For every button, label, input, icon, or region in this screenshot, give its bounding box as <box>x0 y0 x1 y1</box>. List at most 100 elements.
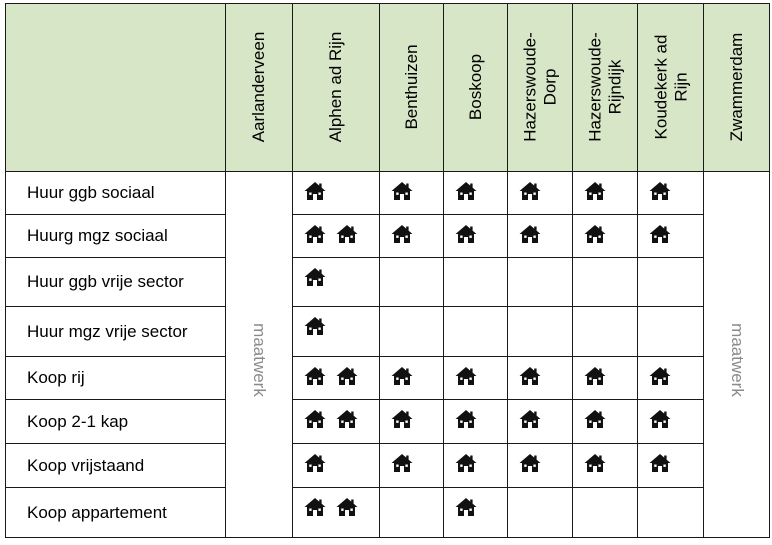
matrix-cell <box>638 488 704 538</box>
matrix-cell <box>293 357 380 400</box>
column-header: Hazerswoude- Rijndijk <box>573 3 638 172</box>
house-icon <box>303 179 335 208</box>
matrix-cell <box>293 172 380 215</box>
house-icon <box>518 451 550 480</box>
house-icon <box>390 364 422 393</box>
matrix-cell <box>380 357 444 400</box>
house-icon <box>583 407 615 436</box>
matrix-cell <box>638 215 704 258</box>
row-label: Koop vrijstaand <box>5 444 226 488</box>
matrix-cell <box>380 400 444 444</box>
house-icon <box>454 495 486 524</box>
matrix-cell <box>638 172 704 215</box>
house-icon <box>518 179 550 208</box>
matrix-cell <box>508 307 573 357</box>
row-label: Koop rij <box>5 357 226 400</box>
column-header-label: Boskoop <box>465 53 485 121</box>
matrix-cell <box>638 307 704 357</box>
column-header: Boskoop <box>444 3 508 172</box>
house-icon <box>303 314 335 343</box>
house-icon <box>518 222 550 251</box>
matrix-cell <box>638 258 704 307</box>
matrix-cell <box>380 215 444 258</box>
column-header-label: Benthuizen <box>401 44 421 130</box>
matrix-cell <box>508 444 573 488</box>
matrix-cell <box>293 258 380 307</box>
column-header-label: Koudekerk ad Rijn <box>650 34 690 140</box>
matrix-cell <box>573 258 638 307</box>
maatwerk-column: maatwerk <box>704 172 770 538</box>
column-header: Benthuizen <box>380 3 444 172</box>
house-icon <box>303 451 335 480</box>
matrix-cell <box>380 258 444 307</box>
house-icon <box>303 222 335 251</box>
house-icon <box>583 179 615 208</box>
matrix-cell <box>380 488 444 538</box>
matrix-cell <box>508 488 573 538</box>
matrix-cell <box>444 357 508 400</box>
matrix-cell <box>380 444 444 488</box>
matrix-cell <box>508 215 573 258</box>
maatwerk-label: maatwerk <box>727 323 747 397</box>
row-label: Koop 2-1 kap <box>5 400 226 444</box>
house-icon <box>583 222 615 251</box>
matrix-cell <box>293 400 380 444</box>
house-icon <box>335 407 367 436</box>
matrix-cell <box>573 444 638 488</box>
matrix-cell <box>573 172 638 215</box>
matrix-cell <box>444 400 508 444</box>
matrix-cell <box>638 357 704 400</box>
matrix-cell <box>444 444 508 488</box>
house-icon <box>648 407 680 436</box>
row-label: Koop appartement <box>5 488 226 538</box>
matrix-cell <box>293 215 380 258</box>
matrix-cell <box>508 400 573 444</box>
matrix-cell <box>508 172 573 215</box>
house-icon <box>518 407 550 436</box>
house-icon <box>390 179 422 208</box>
matrix-cell <box>444 258 508 307</box>
column-header-label: Aarlanderveen <box>249 31 269 143</box>
house-icon <box>454 407 486 436</box>
house-icon <box>303 495 335 524</box>
matrix-cell <box>573 488 638 538</box>
maatwerk-column: maatwerk <box>226 172 293 538</box>
row-label: Huur mgz vrije sector <box>5 307 226 357</box>
column-header-label: Hazerswoude- Dorp <box>520 32 559 142</box>
matrix-cell <box>444 172 508 215</box>
matrix-cell <box>444 215 508 258</box>
house-icon <box>648 222 680 251</box>
matrix-cell <box>573 215 638 258</box>
matrix-cell <box>444 307 508 357</box>
matrix-cell <box>293 444 380 488</box>
column-header: Hazerswoude- Dorp <box>508 3 573 172</box>
house-icon <box>454 451 486 480</box>
house-icon <box>648 179 680 208</box>
column-header-label: Zwammerdam <box>726 32 746 142</box>
matrix-cell <box>573 307 638 357</box>
house-icon <box>335 364 367 393</box>
house-icon <box>583 451 615 480</box>
column-header: Alphen ad Rijn <box>293 3 380 172</box>
matrix-cell <box>508 258 573 307</box>
matrix-cell <box>380 172 444 215</box>
row-label: Huurg mgz sociaal <box>5 215 226 258</box>
house-icon <box>335 222 367 251</box>
matrix-cell <box>638 400 704 444</box>
matrix-cell <box>380 307 444 357</box>
column-header-label: Hazerswoude- Rijndijk <box>585 32 624 142</box>
header-corner <box>5 3 226 172</box>
row-label: Huur ggb sociaal <box>5 172 226 215</box>
house-icon <box>583 364 615 393</box>
house-icon <box>303 364 335 393</box>
house-icon <box>303 265 335 294</box>
house-icon <box>390 451 422 480</box>
matrix-cell <box>573 357 638 400</box>
house-icon <box>454 222 486 251</box>
house-icon <box>648 364 680 393</box>
matrix-cell <box>638 444 704 488</box>
house-icon <box>390 222 422 251</box>
matrix-cell <box>444 488 508 538</box>
column-header-label: Alphen ad Rijn <box>326 31 346 143</box>
